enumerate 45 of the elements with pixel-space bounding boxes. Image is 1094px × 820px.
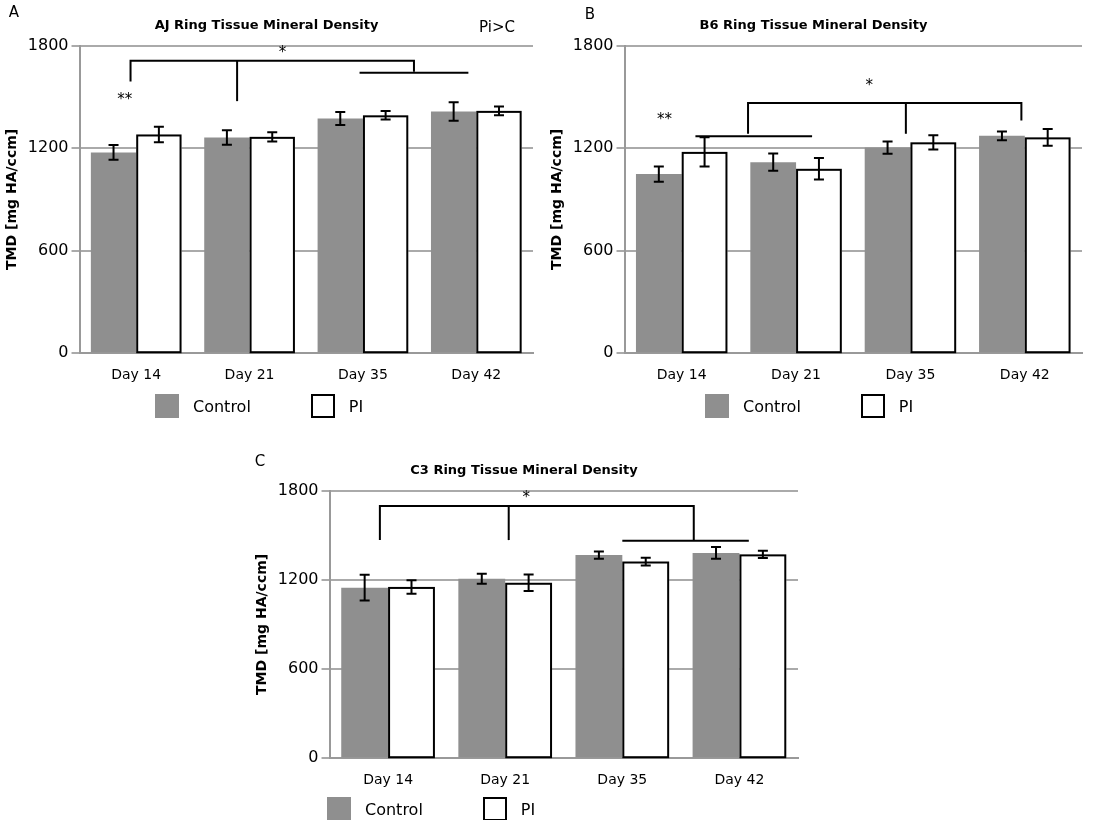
- x-tick-label: Day 21: [771, 366, 822, 383]
- y-tick-label: 1800: [27, 34, 69, 54]
- x-tick-label: Day 14: [111, 366, 162, 383]
- legend-label: Control: [743, 396, 801, 416]
- x-tick-label: Day 14: [656, 366, 707, 383]
- chart-title: AJ Ring Tissue Mineral Density: [154, 17, 379, 33]
- x-tick-label: Day 35: [885, 366, 936, 383]
- x-tick-label: Day 35: [597, 771, 648, 788]
- y-tick-label: 1200: [572, 137, 614, 157]
- y-tick-label: 1200: [277, 568, 319, 588]
- y-axis-title: TMD [mg HA/ccm]: [3, 128, 20, 270]
- y-tick-label: 1800: [572, 34, 614, 54]
- y-tick-label: 0: [308, 747, 319, 767]
- annotation: **: [117, 90, 133, 109]
- legend-label: Control: [193, 396, 251, 416]
- text: PI: [898, 396, 914, 416]
- text: A: [8, 3, 20, 21]
- x-tick-label: Day 21: [224, 366, 275, 383]
- y-tick-label: 600: [287, 658, 319, 678]
- annotation: *: [522, 488, 531, 507]
- x-tick-label: Day 21: [480, 771, 531, 788]
- text: PI: [520, 799, 536, 819]
- legend-label: Control: [365, 799, 423, 819]
- x-tick-label: Day 42: [451, 366, 502, 383]
- y-tick-label: 1800: [277, 479, 319, 499]
- x-tick-label: Day 35: [337, 366, 388, 383]
- y-axis-title: TMD [mg HA/ccm]: [253, 553, 270, 695]
- y-tick-label: 600: [582, 239, 614, 259]
- x-tick-label: Day 42: [714, 771, 765, 788]
- y-tick-label: 0: [58, 342, 69, 362]
- y-tick-label: 600: [37, 239, 69, 259]
- chart-title: C3 Ring Tissue Mineral Density: [410, 462, 639, 478]
- annotation: *: [865, 76, 874, 95]
- annotation: **: [657, 109, 673, 128]
- text: C: [254, 452, 266, 470]
- y-tick-label: 1200: [27, 137, 69, 157]
- x-tick-label: Day 14: [363, 771, 414, 788]
- y-tick-label: 0: [603, 342, 614, 362]
- text: PI: [348, 396, 364, 416]
- x-tick-label: Day 42: [999, 366, 1050, 383]
- y-axis-title: TMD [mg HA/ccm]: [548, 128, 565, 270]
- text: B: [584, 5, 596, 23]
- annotation: *: [278, 42, 287, 61]
- chart-title: B6 Ring Tissue Mineral Density: [699, 17, 928, 33]
- text: Pi>C: [479, 18, 515, 36]
